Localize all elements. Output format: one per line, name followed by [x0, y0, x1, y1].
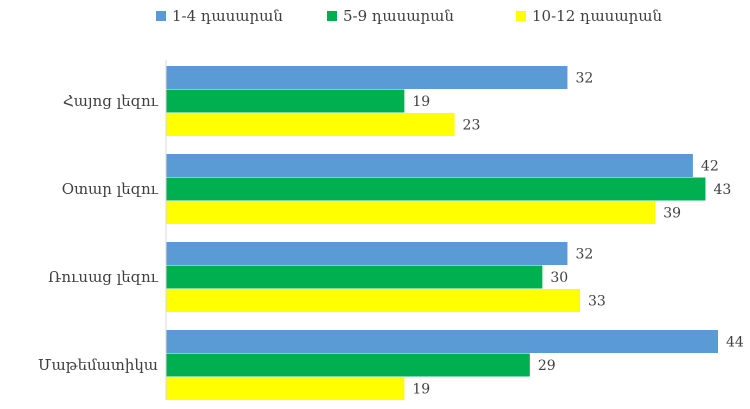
bar-2-3: [166, 201, 656, 224]
category-label-1: Հայոց լեզու: [63, 92, 159, 110]
bar-3-3: [166, 289, 580, 312]
category-label-4: Մաթեմատիկա: [38, 356, 158, 374]
data-label-3-3: 33: [588, 294, 606, 310]
legend: 1-4 դասարան 5-9 դասարան 10-12 դասարան: [156, 7, 662, 25]
bar-4-1: [166, 330, 718, 353]
legend-swatch-2: [327, 11, 337, 21]
data-label-3-2: 30: [550, 270, 568, 286]
legend-label-3: 10-12 դասարան: [532, 7, 662, 25]
data-label-3-1: 32: [575, 247, 593, 263]
bar-4-2: [166, 353, 530, 377]
bar-2-2: [166, 177, 706, 201]
bar-1-3: [166, 113, 455, 136]
bar-4-3: [166, 377, 405, 400]
legend-label-2: 5-9 դասարան: [343, 7, 454, 25]
category-labels: Հայոց լեզու Օտար լեզու Ռուսաց լեզու Մաթեմատ…: [38, 92, 159, 374]
category-label-2: Օտար լեզու: [62, 180, 159, 198]
bar-3-2: [166, 265, 543, 289]
data-label-1-3: 23: [463, 118, 481, 134]
legend-label-1: 1-4 դասարան: [172, 7, 283, 25]
data-label-1-1: 32: [575, 71, 593, 87]
data-label-2-3: 39: [663, 206, 681, 222]
data-label-1-2: 19: [412, 94, 430, 110]
data-labels: 32 19 23 42 43 39 32 30 33 44 29 19: [412, 71, 744, 398]
bars: [166, 66, 718, 400]
data-label-4-3: 19: [412, 382, 430, 398]
bar-3-1: [166, 242, 568, 265]
category-label-3: Ռուսաց լեզու: [48, 268, 159, 286]
bar-1-2: [166, 89, 405, 113]
bar-1-1: [166, 66, 568, 89]
bar-2-1: [166, 154, 693, 177]
data-label-4-1: 44: [726, 335, 744, 351]
data-label-2-2: 43: [713, 182, 731, 198]
legend-swatch-1: [156, 11, 166, 21]
data-label-4-2: 29: [538, 358, 556, 374]
legend-swatch-3: [516, 11, 526, 21]
data-label-2-1: 42: [701, 159, 719, 175]
